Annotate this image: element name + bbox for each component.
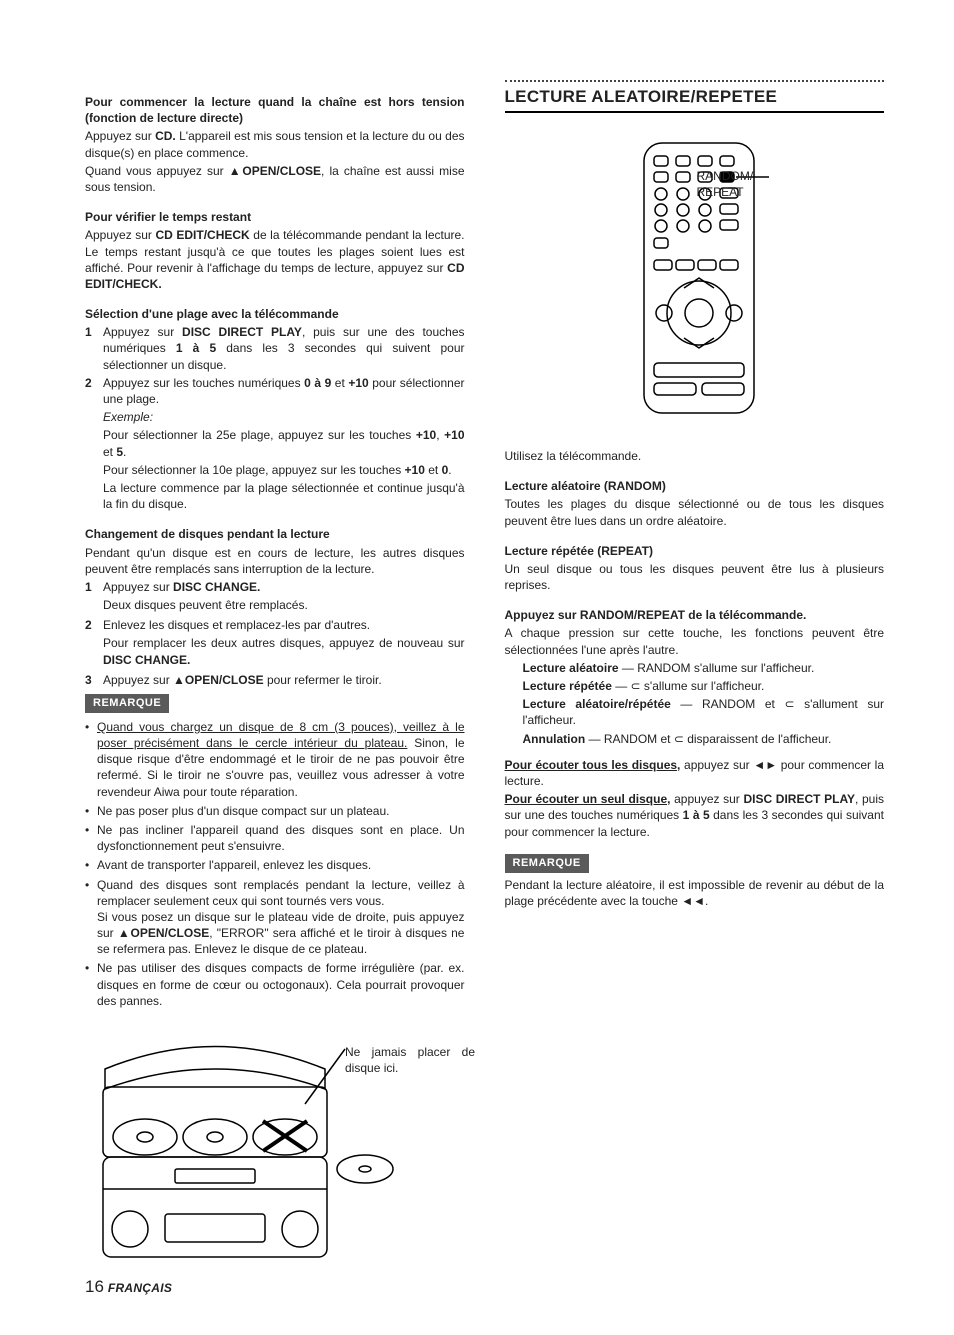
device-caption: Ne jamais placer de disque ici. [345,1044,475,1076]
paragraph: A chaque pression sur cette touche, les … [505,625,885,657]
remarque-badge: REMARQUE [85,694,169,713]
list-item: 3 Appuyez sur ▲OPEN/CLOSE pour refermer … [85,672,465,688]
page-language: FRANÇAIS [108,1281,172,1295]
paragraph: Utilisez la télécommande. [505,448,885,464]
paragraph: Quand vous appuyez sur ▲OPEN/CLOSE, la c… [85,163,465,195]
bullet-item: Avant de transporter l'appareil, enlevez… [85,857,465,873]
heading-disc-change: Changement de disques pendant la lecture [85,526,465,542]
list-item: 1 Appuyez sur DISC DIRECT PLAY, puis sur… [85,324,465,373]
page-footer: 16 FRANÇAIS [85,1277,172,1297]
bullet-item: Quand des disques sont remplacés pendant… [85,877,465,958]
section-title-bar: LECTURE ALEATOIRE/REPETEE [505,80,885,113]
device-illustration: Ne jamais placer de disque ici. [85,1029,465,1289]
column-layout: Pour commencer la lecture quand la chaîn… [85,80,884,1289]
right-column: LECTURE ALEATOIRE/REPETEE [505,80,885,1289]
list-item: 1 Appuyez sur DISC CHANGE. Deux disques … [85,579,465,615]
paragraph: Pour écouter tous les disques, appuyez s… [505,757,885,789]
page-number: 16 [85,1277,104,1296]
paragraph: Toutes les plages du disque sélectionné … [505,496,885,528]
paragraph: Appuyez sur CD. L'appareil est mis sous … [85,128,465,160]
list-item: 2 Enlevez les disques et remplacez-les p… [85,617,465,670]
mode-list: Lecture aléatoire — RANDOM s'allume sur … [505,660,885,747]
heading-random: Lecture aléatoire (RANDOM) [505,478,885,494]
example-block: Exemple: Pour sélectionner la 25e plage,… [85,409,465,512]
heading-time-remaining: Pour vérifier le temps restant [85,209,465,225]
heading-start-playback: Pour commencer la lecture quand la chaîn… [85,94,465,126]
left-column: Pour commencer la lecture quand la chaîn… [85,80,465,1289]
bullet-item: Ne pas utiliser des disques compacts de … [85,960,465,1009]
remote-label: RANDOM/ REPEAT [697,168,754,200]
heading-track-select: Sélection d'une plage avec la télécomman… [85,306,465,322]
section-title: LECTURE ALEATOIRE/REPETEE [505,86,885,113]
remarque-badge: REMARQUE [505,854,589,873]
remarque-list: Quand vous chargez un disque de 8 cm (3 … [85,719,465,1009]
manual-page: Pour commencer la lecture quand la chaîn… [0,0,954,1335]
remote-illustration: RANDOM/ REPEAT [505,138,885,428]
paragraph: Appuyez sur CD EDIT/CHECK de la télécomm… [85,227,465,292]
bullet-item: Ne pas incliner l'appareil quand des dis… [85,822,465,854]
bullet-item: Ne pas poser plus d'un disque compact su… [85,803,465,819]
list-item: 2 Appuyez sur les touches numériques 0 à… [85,375,465,407]
paragraph: Un seul disque ou tous les disques peuve… [505,561,885,593]
paragraph: Pour écouter un seul disque, appuyez sur… [505,791,885,840]
paragraph: Pendant la lecture aléatoire, il est imp… [505,877,885,909]
heading-random-repeat-press: Appuyez sur RANDOM/REPEAT de la télécomm… [505,607,885,623]
heading-repeat: Lecture répétée (REPEAT) [505,543,885,559]
bullet-item: Quand vous chargez un disque de 8 cm (3 … [85,719,465,800]
